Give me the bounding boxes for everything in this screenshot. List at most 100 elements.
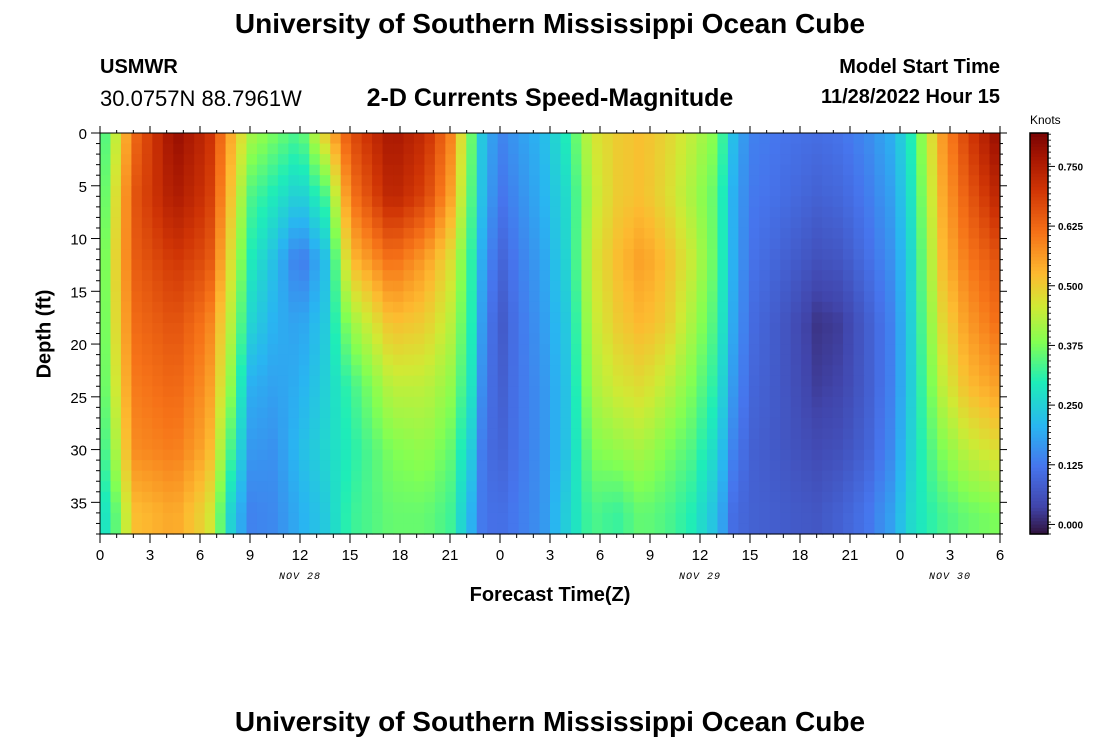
heatmap-cell [215, 175, 227, 187]
heatmap-cell [298, 344, 310, 356]
heatmap-cell [675, 238, 687, 250]
heatmap-cell [602, 206, 614, 219]
heatmap-cell [141, 301, 153, 313]
heatmap-cell [152, 354, 164, 366]
heatmap-cell [884, 460, 896, 472]
heatmap-cell [487, 449, 499, 461]
heatmap-cell [644, 312, 656, 324]
heatmap-cell [194, 417, 206, 430]
heatmap-cell [832, 301, 844, 313]
heatmap-cell [424, 354, 436, 366]
heatmap-cell [748, 270, 760, 282]
heatmap-cell [393, 206, 405, 219]
heatmap-cell [487, 365, 499, 377]
heatmap-cell [267, 512, 279, 525]
heatmap-cell [602, 259, 614, 271]
heatmap-cell [895, 322, 907, 335]
heatmap-cell [246, 143, 258, 155]
y-tick-label: 5 [79, 179, 87, 196]
heatmap-cell [497, 270, 509, 282]
heatmap-cell [843, 270, 855, 282]
heatmap-cell [393, 312, 405, 324]
colorbar-segment [1030, 189, 1048, 194]
heatmap-cell [455, 449, 467, 461]
heatmap-cell [958, 249, 970, 261]
heatmap-cell [874, 417, 886, 430]
heatmap-cell [309, 217, 321, 229]
heatmap-cell [989, 502, 1001, 514]
colorbar-segment [1030, 293, 1048, 298]
heatmap-cell [560, 502, 572, 514]
heatmap-cell [194, 428, 206, 440]
heatmap-cell [413, 259, 426, 271]
heatmap-cell [141, 133, 153, 145]
heatmap-cell [602, 312, 614, 324]
heatmap-cell [309, 512, 321, 525]
heatmap-cell [727, 238, 739, 250]
heatmap-cell [738, 523, 750, 535]
heatmap-cell [403, 322, 415, 335]
heatmap-cell [905, 227, 917, 240]
heatmap-cell [508, 502, 520, 514]
heatmap-cell [780, 449, 792, 461]
heatmap-cell [665, 312, 677, 324]
heatmap-cell [706, 322, 719, 335]
heatmap-cell [686, 491, 698, 503]
heatmap-cell [330, 365, 342, 377]
heatmap-cell [665, 354, 677, 366]
heatmap-cell [602, 301, 614, 313]
heatmap-cell [612, 502, 624, 514]
heatmap-cell [445, 301, 457, 313]
heatmap-cell [926, 407, 938, 419]
heatmap-cell [633, 143, 645, 155]
heatmap-cell [989, 449, 1001, 461]
heatmap-cell [790, 143, 802, 155]
heatmap-cell [152, 491, 164, 503]
heatmap-cell [110, 249, 122, 261]
heatmap-cell [570, 491, 582, 503]
heatmap-cell [152, 301, 164, 313]
heatmap-cell [445, 333, 457, 345]
heatmap-cell [905, 512, 917, 525]
heatmap-cell [319, 449, 331, 461]
heatmap-cell [937, 491, 949, 503]
heatmap-cell [183, 249, 195, 261]
heatmap-cell [811, 491, 823, 503]
heatmap-cell [644, 502, 656, 514]
heatmap-cell [141, 354, 153, 366]
heatmap-cell [623, 460, 635, 472]
heatmap-cell [550, 217, 562, 229]
heatmap-cell [968, 238, 980, 250]
heatmap-cell [895, 502, 907, 514]
heatmap-cell [570, 523, 582, 535]
heatmap-cell [225, 259, 237, 271]
heatmap-cell [120, 354, 132, 366]
heatmap-cell [895, 164, 907, 176]
heatmap-cell [529, 280, 541, 292]
heatmap-cell [141, 491, 153, 503]
heatmap-cell [874, 249, 886, 261]
heatmap-cell [801, 301, 813, 313]
heatmap-cell [560, 270, 572, 282]
heatmap-cell [183, 439, 195, 451]
heatmap-cell [759, 428, 771, 440]
heatmap-cell [539, 133, 551, 145]
heatmap-cell [539, 291, 551, 303]
heatmap-cell [194, 502, 206, 514]
heatmap-cell [424, 449, 436, 461]
heatmap-cell [120, 175, 132, 187]
heatmap-cell [905, 238, 917, 250]
heatmap-cell [769, 270, 781, 282]
heatmap-cell [361, 154, 373, 166]
heatmap-cell [790, 502, 802, 514]
heatmap-cell [686, 417, 698, 430]
heatmap-cell [434, 449, 446, 461]
heatmap-cell [508, 238, 520, 250]
heatmap-cell [602, 417, 614, 430]
heatmap-cell [539, 249, 551, 261]
heatmap-cell [717, 481, 729, 493]
heatmap-cell [570, 428, 582, 440]
heatmap-cell [267, 470, 279, 482]
heatmap-cell [654, 417, 666, 430]
heatmap-cell [675, 470, 687, 482]
